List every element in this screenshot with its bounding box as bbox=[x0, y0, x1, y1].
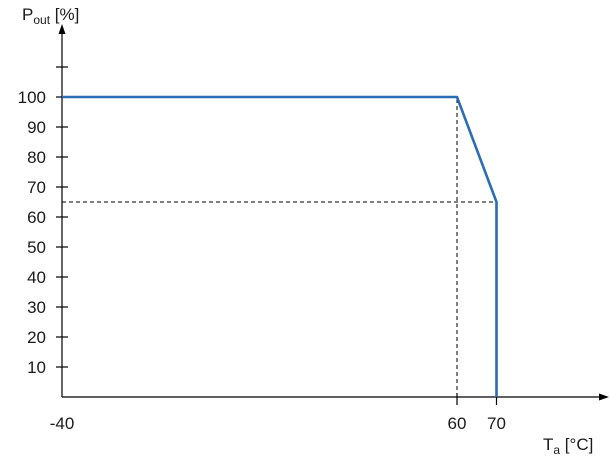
y-axis-title-sub: out bbox=[33, 13, 50, 27]
y-tick-label: 70 bbox=[27, 178, 46, 197]
y-tick-label: 90 bbox=[27, 118, 46, 137]
series-line bbox=[62, 95, 498, 397]
y-axis-title-main: P bbox=[22, 5, 33, 24]
x-axis-arrowhead bbox=[599, 393, 609, 401]
x-axis-title-unit: [°C] bbox=[560, 435, 593, 454]
y-tick-label: 30 bbox=[27, 298, 46, 317]
y-axis-arrowhead bbox=[58, 24, 66, 34]
x-axis-title-sub: a bbox=[553, 443, 560, 457]
x-tick-label: 60 bbox=[448, 414, 467, 433]
axes bbox=[58, 24, 609, 401]
y-tick-label: 40 bbox=[27, 268, 46, 287]
y-axis-title: Pout [%] bbox=[22, 5, 79, 27]
x-tick-label: 70 bbox=[487, 414, 506, 433]
y-tick-label: 10 bbox=[27, 358, 46, 377]
y-tick-label: 80 bbox=[27, 148, 46, 167]
x-axis-title: Ta [°C] bbox=[543, 435, 593, 457]
x-tick-label: -40 bbox=[50, 414, 75, 433]
y-tick-label: 100 bbox=[18, 88, 46, 107]
series bbox=[62, 95, 498, 397]
reference-lines bbox=[62, 97, 497, 397]
x-axis-title-main: T bbox=[543, 435, 553, 454]
y-tick-label: 50 bbox=[27, 238, 46, 257]
y-ticks: 10 20 30 40 50 60 70 80 90 100 bbox=[18, 66, 68, 377]
y-tick-label: 60 bbox=[27, 208, 46, 227]
y-axis-title-unit: [%] bbox=[50, 5, 79, 24]
x-ticks: -40 60 70 bbox=[50, 393, 506, 433]
y-tick-label: 20 bbox=[27, 328, 46, 347]
